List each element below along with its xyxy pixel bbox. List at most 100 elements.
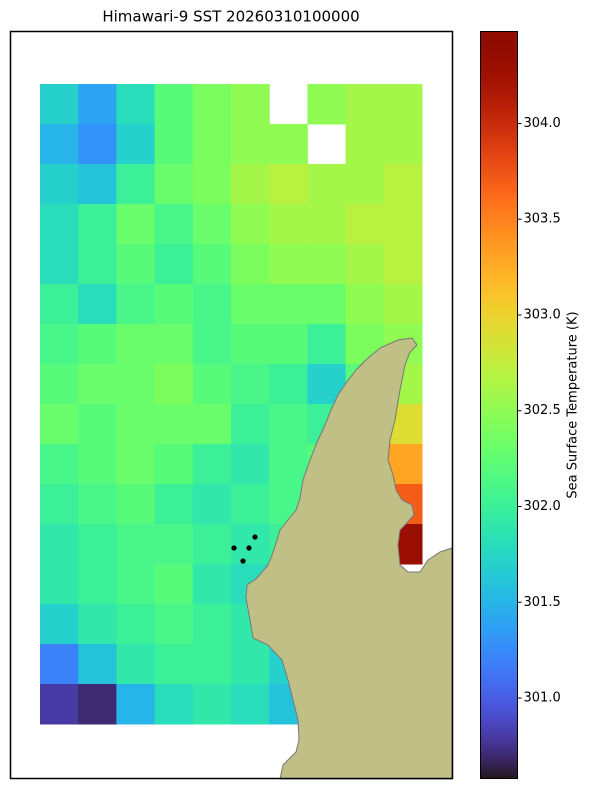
colorbar-tick-label: 303.5: [524, 212, 561, 227]
sst-cell: [192, 84, 232, 125]
sst-cell: [78, 444, 117, 485]
sst-cell: [116, 124, 156, 165]
sst-cell: [307, 324, 347, 365]
sst-cell: [40, 364, 79, 405]
sst-cell: [40, 164, 79, 205]
sst-cell: [383, 124, 423, 165]
sst-cell: [116, 364, 156, 405]
sst-cell: [116, 204, 156, 245]
sst-cell: [154, 164, 194, 205]
sst-cell: [192, 404, 232, 445]
sst-cell: [192, 684, 232, 725]
sst-cell: [192, 324, 232, 365]
chart-title: Himawari-9 SST 20260310100000: [102, 8, 359, 26]
sst-cell: [78, 484, 117, 525]
sst-cell: [307, 84, 347, 125]
sst-cell: [40, 204, 79, 245]
sst-cell: [116, 564, 156, 605]
sst-cell: [192, 364, 232, 405]
sst-cell: [192, 524, 232, 565]
sst-cell: [383, 284, 423, 325]
sst-cell: [40, 484, 79, 525]
sst-cell: [269, 444, 308, 485]
sst-cell: [307, 284, 347, 325]
sst-cell: [192, 604, 232, 645]
colorbar-tick-label: 302.0: [524, 499, 561, 514]
sst-cell: [192, 644, 232, 685]
sst-cell: [192, 444, 232, 485]
sst-cell: [40, 404, 79, 445]
sst-cell: [154, 684, 194, 725]
sst-cell: [231, 244, 270, 285]
station: [240, 558, 246, 564]
sst-cell: [78, 604, 117, 645]
sst-cell: [154, 84, 194, 125]
station: [231, 545, 237, 551]
colorbar-tick-label: 302.5: [524, 403, 561, 418]
sst-cell: [383, 244, 423, 285]
sst-cell: [78, 124, 117, 165]
sst-cell: [269, 284, 308, 325]
sst-cell: [231, 284, 270, 325]
sst-cell: [154, 204, 194, 245]
sst-cell: [345, 84, 385, 125]
sst-cell: [154, 524, 194, 565]
sst-cell: [78, 164, 117, 205]
sst-cell: [269, 404, 308, 445]
sst-cell: [307, 164, 347, 205]
sst-cell: [231, 684, 270, 725]
sst-cell: [345, 284, 385, 325]
sst-cell: [231, 164, 270, 205]
sst-cell: [40, 84, 79, 125]
sst-field: [40, 84, 423, 725]
colorbar: [480, 31, 518, 779]
sst-cell: [307, 204, 347, 245]
sst-cell: [40, 284, 79, 325]
colorbar-tick-label: 301.5: [524, 595, 561, 610]
sst-cell: [78, 284, 117, 325]
sst-cell: [154, 324, 194, 365]
station-markers: [231, 534, 258, 564]
sst-cell: [231, 444, 270, 485]
sst-cell: [192, 244, 232, 285]
sst-cell: [116, 524, 156, 565]
station: [252, 534, 258, 540]
sst-cell: [154, 564, 194, 605]
sst-cell: [231, 404, 270, 445]
sst-cell: [116, 484, 156, 525]
sst-cell: [231, 124, 270, 165]
sst-cell: [116, 404, 156, 445]
sst-cell: [40, 604, 79, 645]
sst-cell: [78, 404, 117, 445]
sst-cell: [40, 124, 79, 165]
sst-cell: [116, 284, 156, 325]
colorbar-tick-label: 304.0: [524, 116, 561, 131]
sst-cell: [231, 644, 270, 685]
station: [246, 545, 252, 551]
sst-cell: [154, 404, 194, 445]
sst-cell: [78, 244, 117, 285]
sst-cell: [231, 324, 270, 365]
sst-cell: [78, 564, 117, 605]
sst-cell: [154, 284, 194, 325]
sst-cell: [345, 204, 385, 245]
sst-cell: [116, 84, 156, 125]
sst-cell: [40, 244, 79, 285]
land: [245, 337, 453, 780]
sst-cell: [116, 684, 156, 725]
sst-cell: [192, 564, 232, 605]
sst-cell: [231, 84, 270, 125]
sst-cell: [269, 124, 308, 165]
sst-cell: [269, 164, 308, 205]
sst-cell: [269, 364, 308, 405]
sst-cell: [192, 124, 232, 165]
sst-cell: [40, 564, 79, 605]
sst-cell: [154, 644, 194, 685]
sst-cell: [78, 84, 117, 125]
sst-cell: [192, 284, 232, 325]
sst-cell: [345, 244, 385, 285]
sst-cell: [192, 204, 232, 245]
sst-cell: [192, 484, 232, 525]
sst-cell: [78, 324, 117, 365]
